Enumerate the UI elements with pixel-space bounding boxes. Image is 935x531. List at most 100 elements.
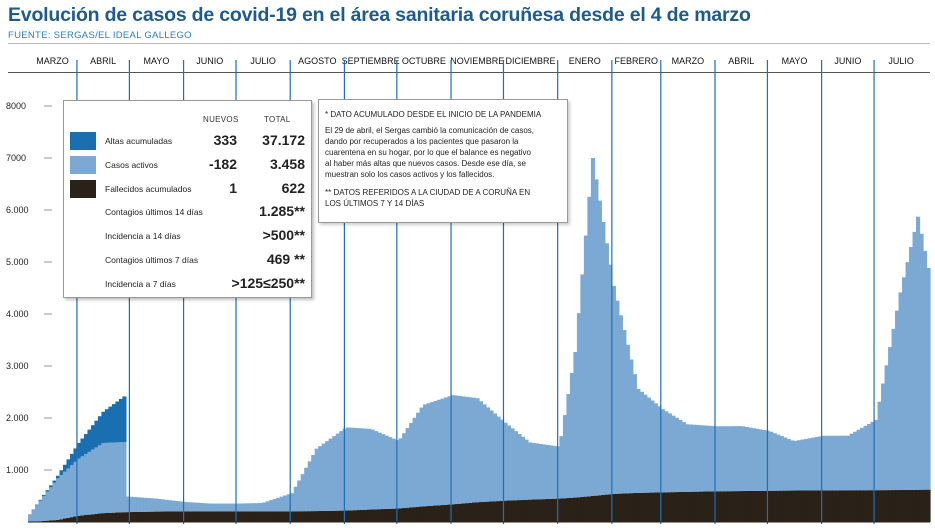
fallecidos-bar [720, 491, 725, 522]
fallecidos-bar [265, 511, 270, 522]
fallecidos-bar [276, 511, 281, 522]
fallecidos-bar [192, 511, 197, 522]
activos-bar [674, 417, 679, 493]
fallecidos-bar [569, 497, 574, 522]
activos-bar [846, 435, 851, 491]
activos-bar [755, 428, 760, 491]
activos-bar [762, 430, 767, 491]
activos-bar [545, 444, 550, 500]
fallecidos-bar [475, 502, 480, 522]
fallecidos-bar [185, 511, 190, 522]
activos-bar [590, 158, 595, 496]
fallecidos-bar [625, 493, 630, 522]
fallecidos-bar [80, 515, 85, 522]
note-line: cuarentena en su hogar, por lo que el ba… [325, 148, 531, 157]
activos-bar [52, 482, 57, 521]
fallecidos-bar [699, 491, 704, 522]
activos-bar [839, 435, 844, 491]
activos-bar [279, 496, 284, 512]
fallecidos-bar [171, 511, 176, 522]
fallecidos-bar [444, 504, 449, 522]
activos-bar [639, 391, 644, 493]
activos-bar [559, 436, 564, 499]
fallecidos-bar [695, 491, 700, 522]
altas-bar [118, 398, 123, 443]
activos-bar [409, 422, 414, 508]
fallecidos-bar [311, 511, 316, 522]
row-nuevos: 1 [229, 180, 237, 196]
fallecidos-bar [545, 499, 550, 522]
fallecidos-bar [129, 512, 134, 522]
fallecidos-bar [622, 493, 627, 522]
activos-bar [325, 441, 330, 511]
month-label: AGOSTO [298, 56, 337, 66]
activos-bar [870, 421, 875, 491]
fallecidos-bar [381, 509, 386, 522]
fallecidos-bar [339, 510, 344, 522]
row-label: Incidencia a 7 días [105, 279, 176, 289]
fallecidos-bar [877, 490, 882, 522]
fallecidos-bar [66, 517, 71, 522]
activos-bar [94, 447, 99, 514]
fallecidos-bar [671, 492, 676, 522]
fallecidos-bar [797, 490, 802, 522]
activos-bar [195, 502, 200, 512]
activos-bar [62, 471, 68, 519]
activos-bar [272, 498, 277, 512]
activos-bar [76, 458, 82, 516]
activos-bar [454, 395, 459, 505]
fallecidos-bar [97, 513, 103, 522]
activos-bar [853, 431, 858, 491]
activos-bar [489, 410, 494, 502]
fallecidos-bar [328, 510, 333, 522]
activos-bar [41, 496, 47, 521]
month-label: OCTUBRE [401, 56, 446, 66]
fallecidos-bar [437, 505, 442, 522]
activos-bar [804, 438, 809, 491]
activos-bar [28, 514, 33, 522]
fallecidos-bar [461, 503, 466, 522]
fallecidos-bar [881, 490, 886, 522]
row-contagios-7: Contagios últimos 7 días 469 ** [64, 251, 311, 269]
fallecidos-bar [262, 511, 267, 522]
fallecidos-bar [566, 498, 571, 522]
activos-bar [45, 491, 50, 521]
activos-bar [587, 196, 592, 497]
activos-bar [423, 404, 428, 507]
activos-bar [286, 494, 291, 512]
fallecidos-bar [716, 491, 721, 522]
activos-bar [881, 383, 886, 491]
fallecidos-bar [741, 491, 746, 522]
activos-bar [34, 505, 40, 522]
activos-bar [66, 468, 71, 518]
fallecidos-bar [290, 511, 295, 522]
activos-bar [828, 435, 833, 491]
row-total: 622 [281, 180, 305, 196]
activos-bar [122, 442, 127, 513]
fallecidos-bar [800, 490, 805, 522]
fallecidos-bar [136, 511, 141, 522]
fallecidos-bar [667, 492, 672, 522]
activos-bar [758, 429, 763, 491]
fallecidos-bar [132, 511, 137, 522]
fallecidos-bar [580, 496, 585, 522]
activos-bar [650, 400, 655, 493]
activos-bar [353, 427, 358, 511]
fallecidos-bar [867, 490, 872, 522]
fallecidos-bar [321, 510, 326, 522]
row-label: Casos activos [105, 160, 158, 170]
altas-bar [108, 406, 113, 443]
activos-bar [863, 425, 868, 491]
activos-bar [101, 442, 106, 514]
fallecidos-bar [111, 512, 117, 522]
fallecidos-bar [125, 512, 130, 522]
y-tick-label: 2.000 [6, 413, 29, 423]
altas-bar [66, 459, 71, 469]
activos-bar [601, 221, 606, 495]
row-total: 37.172 [262, 132, 305, 148]
fallecidos-bar [272, 511, 277, 522]
row-incidencia-7: Incidencia a 7 días >125≤250** [64, 275, 311, 293]
altas-bar [62, 464, 68, 472]
fallecidos-bar [573, 497, 578, 522]
